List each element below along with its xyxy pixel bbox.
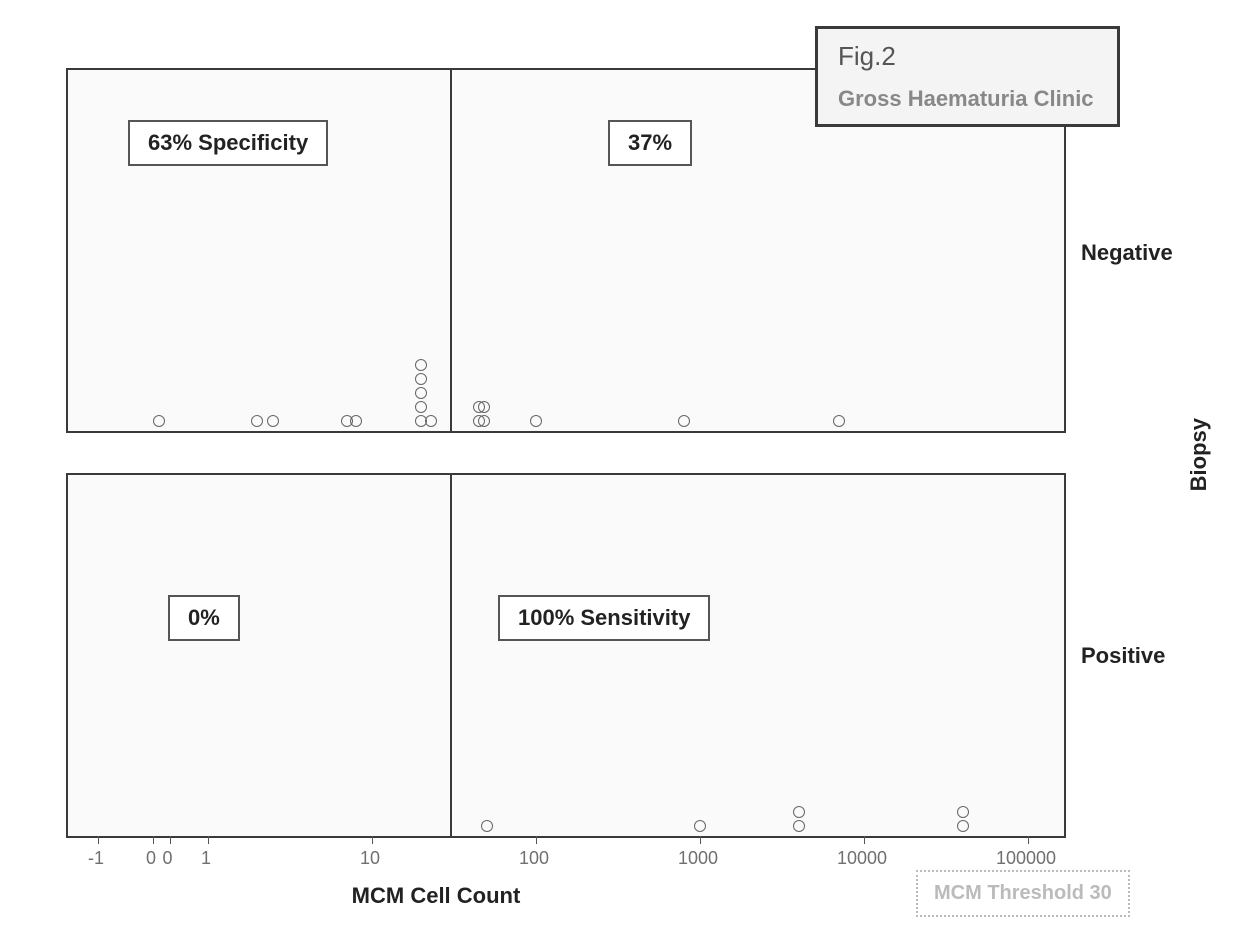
x-tick-mark xyxy=(864,836,865,844)
data-point xyxy=(478,415,490,427)
x-tick-label: 10 xyxy=(360,848,380,869)
y-axis-title: Biopsy xyxy=(1186,418,1212,491)
x-tick-mark xyxy=(208,836,209,844)
x-tick-mark xyxy=(153,836,154,844)
data-point xyxy=(415,373,427,385)
x-tick-label: 10000 xyxy=(837,848,887,869)
sensitivity-box: 100% Sensitivity xyxy=(498,595,710,641)
x-tick-label: 1 xyxy=(201,848,211,869)
data-point xyxy=(415,401,427,413)
data-point xyxy=(153,415,165,427)
data-point xyxy=(957,820,969,832)
data-point xyxy=(415,359,427,371)
figure-number: Fig.2 xyxy=(838,41,1097,72)
x-tick-mark xyxy=(170,836,171,844)
data-point xyxy=(415,387,427,399)
panel-label-negative: Negative xyxy=(1081,240,1173,266)
x-tick-mark xyxy=(372,836,373,844)
x-tick-label: -1 xyxy=(88,848,104,869)
specificity-box: 63% Specificity xyxy=(128,120,328,166)
data-point xyxy=(833,415,845,427)
data-point xyxy=(478,401,490,413)
data-point xyxy=(678,415,690,427)
data-point xyxy=(481,820,493,832)
x-tick-label: 0 xyxy=(162,848,172,869)
data-point xyxy=(793,820,805,832)
panel-label-positive: Positive xyxy=(1081,643,1165,669)
data-point xyxy=(793,806,805,818)
x-tick-label: 100 xyxy=(519,848,549,869)
x-tick-label: 0 xyxy=(146,848,156,869)
x-tick-label: 1000 xyxy=(678,848,718,869)
data-point xyxy=(350,415,362,427)
threshold-note: MCM Threshold 30 xyxy=(916,870,1130,917)
threshold-line-positive xyxy=(450,475,452,836)
panel-positive: 0% 100% Sensitivity xyxy=(66,473,1066,838)
x-axis-title: MCM Cell Count xyxy=(352,883,521,909)
figure-title-box: Fig.2 Gross Haematuria Clinic xyxy=(815,26,1120,127)
x-tick-label: 100000 xyxy=(996,848,1056,869)
data-point xyxy=(425,415,437,427)
x-tick-mark xyxy=(536,836,537,844)
data-point xyxy=(694,820,706,832)
x-tick-mark xyxy=(98,836,99,844)
positive-left-box: 0% xyxy=(168,595,240,641)
data-point xyxy=(530,415,542,427)
x-tick-mark xyxy=(1028,836,1029,844)
negative-right-box: 37% xyxy=(608,120,692,166)
figure-subtitle: Gross Haematuria Clinic xyxy=(838,86,1097,112)
x-tick-mark xyxy=(700,836,701,844)
threshold-line-negative xyxy=(450,70,452,431)
chart-container: 63% Specificity 37% 0% 100% Sensitivity … xyxy=(66,68,1066,838)
data-point xyxy=(251,415,263,427)
data-point xyxy=(957,806,969,818)
data-point xyxy=(267,415,279,427)
